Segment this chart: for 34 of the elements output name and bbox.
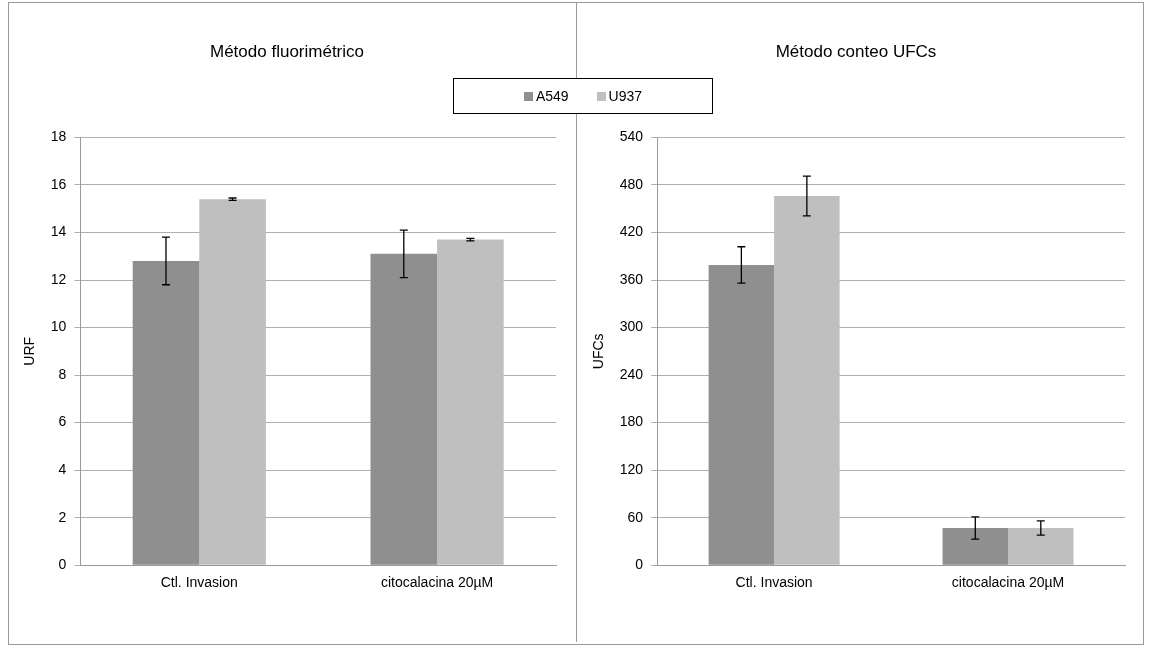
y-axis-title: UFCs	[590, 333, 607, 370]
y-axis-title: URF	[21, 336, 38, 366]
y-tick-label: 240	[619, 365, 644, 382]
y-tick-label: 180	[619, 413, 644, 430]
y-tick-label: 10	[50, 318, 67, 335]
x-tick-label: Ctl. Invasion	[735, 574, 813, 591]
y-tick-label: 360	[619, 270, 644, 287]
x-tick-label: Ctl. Invasion	[160, 574, 238, 591]
y-tick-label: 60	[627, 508, 644, 525]
y-tick-label: 2	[58, 508, 67, 525]
bar	[437, 239, 504, 565]
bar	[199, 199, 266, 565]
y-tick-label: 8	[58, 365, 67, 382]
x-tick-label: citocalacina 20µM	[380, 574, 494, 591]
y-tick-label: 0	[635, 556, 644, 573]
y-tick-label: 120	[619, 460, 644, 477]
y-tick-label: 0	[58, 556, 67, 573]
y-tick-label: 14	[50, 223, 67, 240]
y-tick-label: 540	[619, 128, 644, 145]
y-tick-label: 300	[619, 318, 644, 335]
y-tick-label: 18	[50, 128, 67, 145]
y-tick-label: 12	[50, 270, 67, 287]
y-tick-label: 16	[50, 175, 67, 192]
y-tick-label: 420	[619, 223, 644, 240]
chart-title: Método conteo UFCs	[775, 41, 937, 61]
x-tick-label: citocalacina 20µM	[951, 574, 1065, 591]
bar	[774, 196, 840, 565]
legend-label: A549	[535, 88, 569, 104]
chart-title: Método fluorimétrico	[209, 41, 365, 61]
y-tick-label: 6	[58, 413, 67, 430]
bar	[1008, 527, 1074, 565]
y-tick-label: 4	[58, 460, 67, 477]
y-tick-label: 480	[619, 175, 644, 192]
legend-label: U937	[608, 88, 643, 104]
